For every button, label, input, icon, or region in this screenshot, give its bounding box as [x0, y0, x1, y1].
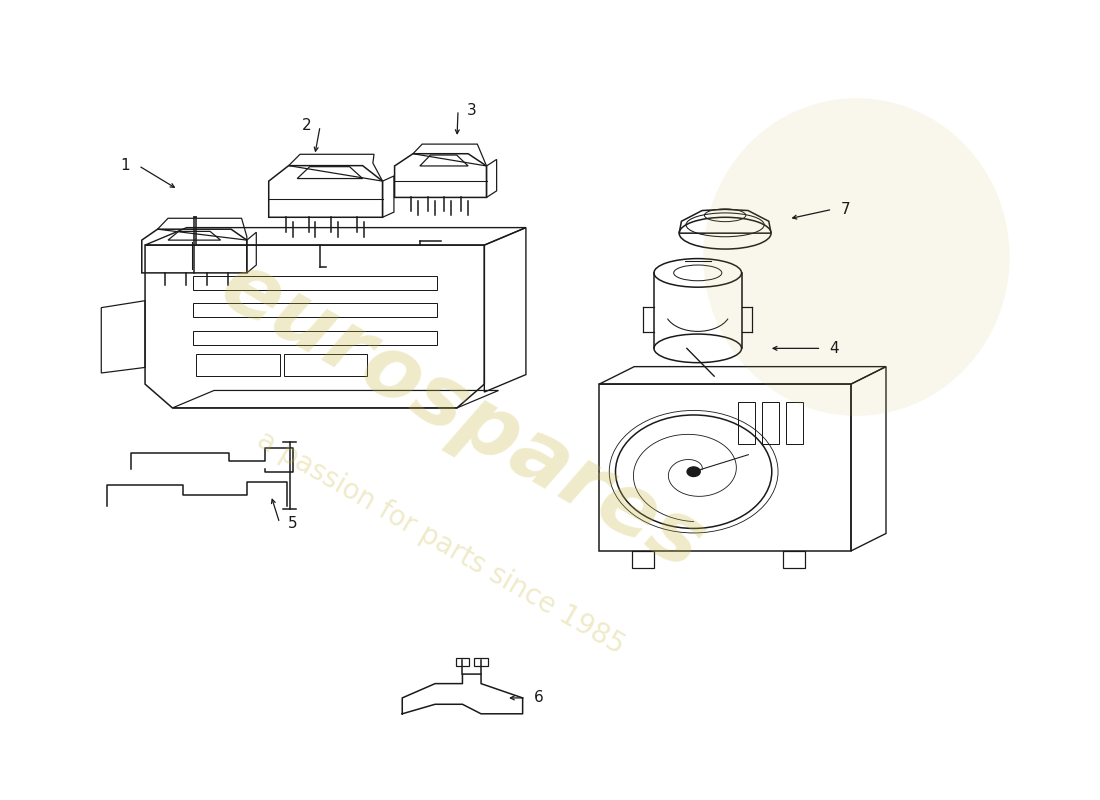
Text: 2: 2 — [302, 118, 311, 134]
Text: a passion for parts since 1985: a passion for parts since 1985 — [252, 426, 629, 660]
Text: 7: 7 — [840, 202, 850, 217]
Circle shape — [688, 467, 701, 477]
Ellipse shape — [703, 98, 1010, 416]
Text: eurospares: eurospares — [206, 244, 719, 588]
Text: 1: 1 — [121, 158, 130, 173]
Text: 4: 4 — [829, 341, 839, 356]
Text: 5: 5 — [288, 516, 298, 530]
Text: 3: 3 — [466, 102, 476, 118]
Text: 6: 6 — [535, 690, 543, 706]
